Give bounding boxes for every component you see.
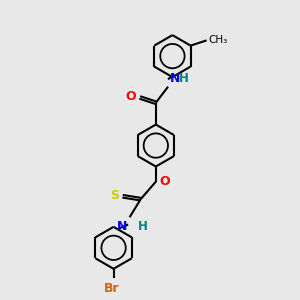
Text: H: H	[138, 220, 148, 232]
Text: CH₃: CH₃	[208, 35, 228, 45]
Text: S: S	[110, 189, 119, 202]
Text: H: H	[179, 72, 189, 85]
Text: N: N	[117, 220, 127, 232]
Text: O: O	[126, 90, 136, 103]
Text: O: O	[160, 175, 170, 188]
Text: Br: Br	[104, 282, 120, 295]
Text: N: N	[169, 72, 180, 85]
